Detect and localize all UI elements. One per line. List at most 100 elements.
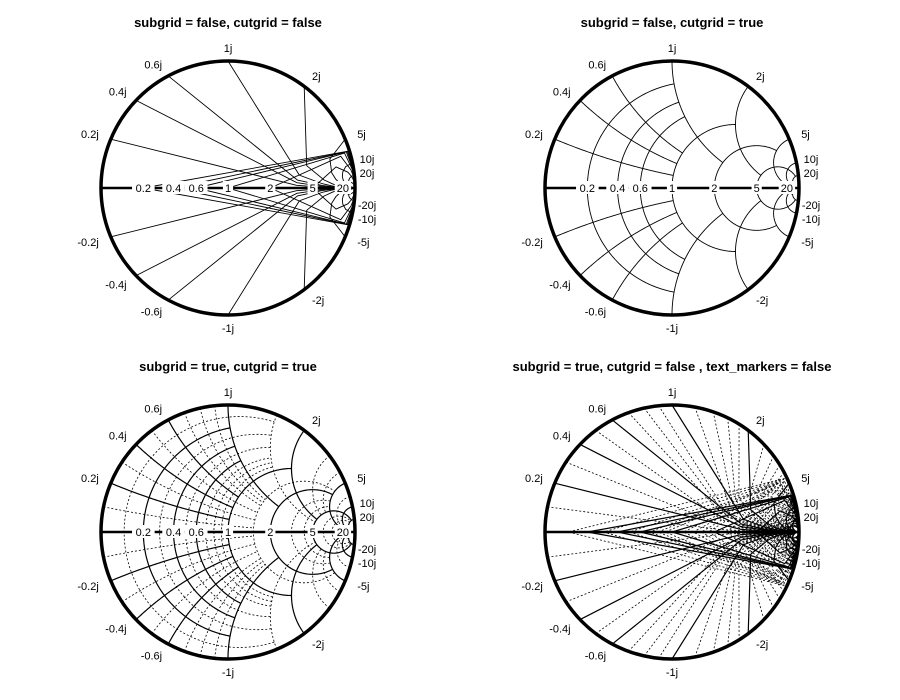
imag-tick-label: 5j bbox=[357, 473, 366, 485]
real-tick-label-bg bbox=[606, 181, 629, 194]
reactance-arc bbox=[110, 187, 355, 238]
subgrid-reactance-arc bbox=[269, 414, 316, 523]
subgrid-reactance-arc bbox=[214, 564, 266, 659]
smith-chart-panel-1: subgrid = false, cutgrid = false 0.2 0.4 0.… bbox=[77, 15, 376, 335]
imag-tick-label: -20j bbox=[358, 544, 376, 556]
imag-tick-label: 20j bbox=[804, 512, 819, 524]
reactance-arc bbox=[110, 543, 230, 582]
imag-tick-label: 5j bbox=[801, 129, 810, 141]
real-tick-label: 5 bbox=[310, 527, 316, 539]
imag-tick-label: -20j bbox=[802, 200, 820, 212]
panel-title: subgrid = false, cutgrid = false bbox=[134, 15, 322, 30]
subgrid-reactance-arc bbox=[151, 551, 258, 634]
imag-tick-label: -0.2j bbox=[521, 237, 542, 249]
real-tick-label: 2 bbox=[267, 527, 273, 539]
real-tick-label-bg bbox=[709, 181, 720, 194]
real-tick-label: 20 bbox=[781, 183, 793, 195]
panel-title: subgrid = false, cutgrid = true bbox=[581, 15, 764, 30]
real-tick-label-bg bbox=[576, 181, 599, 194]
imag-tick-label: -0.4j bbox=[105, 624, 126, 636]
imag-tick-label: 0.2j bbox=[81, 129, 99, 141]
imag-tick-label: -0.6j bbox=[141, 651, 162, 663]
smith-boundary-circle bbox=[543, 403, 801, 661]
imag-tick-label: 0.4j bbox=[109, 86, 127, 98]
imag-tick-label: -2j bbox=[312, 295, 324, 307]
imag-tick-label: -0.2j bbox=[521, 581, 542, 593]
imag-tick-label: 1j bbox=[668, 387, 677, 399]
real-tick-label-bg bbox=[666, 181, 678, 194]
real-tick-label-bg bbox=[334, 525, 352, 538]
reactance-arc bbox=[611, 419, 799, 533]
reactance-arc bbox=[227, 556, 280, 659]
imag-tick-label: -5j bbox=[801, 581, 813, 593]
real-tick-label: 1 bbox=[225, 183, 231, 195]
reactance-arc bbox=[611, 75, 683, 154]
real-tick-label-bg bbox=[184, 181, 208, 194]
smith-chart-panel-4: subgrid = true, cutgrid = false , text_m… bbox=[513, 359, 832, 679]
reactance-arc bbox=[135, 555, 234, 621]
real-tick-label: 0.4 bbox=[166, 183, 181, 195]
real-tick-label: 2 bbox=[711, 183, 717, 195]
imag-tick-label: -2j bbox=[756, 295, 768, 307]
imag-tick-label: 0.4j bbox=[109, 430, 127, 442]
reactance-arc bbox=[348, 537, 355, 546]
reactance-arc bbox=[735, 200, 762, 290]
subgrid-reactance-arc bbox=[199, 408, 264, 503]
reactance-arc bbox=[735, 86, 762, 176]
panel-title: subgrid = true, cutgrid = false , text_m… bbox=[513, 359, 832, 374]
imag-tick-label: 10j bbox=[804, 154, 819, 166]
imag-tick-label: -5j bbox=[357, 581, 369, 593]
imag-tick-label: -20j bbox=[358, 200, 376, 212]
imag-tick-label: -1j bbox=[222, 323, 234, 335]
smith-boundary-circle bbox=[99, 59, 357, 317]
real-tick-label-bg bbox=[132, 525, 155, 538]
reactance-arc bbox=[792, 194, 799, 202]
real-tick-label-bg bbox=[307, 181, 318, 194]
imag-tick-label: 0.2j bbox=[525, 473, 543, 485]
imag-tick-label: 20j bbox=[360, 512, 375, 524]
reactance-arc bbox=[611, 222, 683, 301]
imag-tick-label: 10j bbox=[804, 498, 819, 510]
imag-tick-label: -2j bbox=[312, 639, 324, 651]
real-tick-label-bg bbox=[132, 181, 155, 194]
imag-tick-label: -10j bbox=[358, 214, 376, 226]
reactance-arc bbox=[135, 100, 355, 189]
imag-tick-label: 2j bbox=[312, 415, 321, 427]
imag-tick-label: 10j bbox=[360, 498, 375, 510]
imag-tick-label: 0.6j bbox=[588, 404, 606, 416]
real-tick-label-bg bbox=[162, 181, 185, 194]
real-tick-label-bg bbox=[184, 525, 208, 538]
reactance-arc bbox=[785, 192, 797, 214]
reactance-arc bbox=[579, 100, 678, 164]
reactance-arc bbox=[785, 162, 797, 184]
real-tick-label-bg bbox=[334, 181, 352, 194]
imag-tick-label: -1j bbox=[222, 667, 234, 679]
real-tick-label-bg bbox=[751, 181, 762, 194]
smith-boundary-circle bbox=[543, 59, 801, 317]
imag-tick-label: -0.4j bbox=[549, 280, 570, 292]
reactance-arc bbox=[290, 430, 318, 520]
subgrid-reactance-arc bbox=[312, 455, 330, 516]
real-tick-label-bg bbox=[162, 525, 185, 538]
reactance-arc bbox=[167, 75, 355, 189]
real-tick-label: 0.2 bbox=[136, 527, 151, 539]
reactance-arc bbox=[348, 518, 355, 527]
real-tick-label: 0.6 bbox=[633, 183, 648, 195]
imag-tick-label: -1j bbox=[666, 667, 678, 679]
imag-tick-label: 0.6j bbox=[588, 60, 606, 72]
reactance-arc bbox=[554, 138, 674, 176]
subgrid-reactance-arc bbox=[269, 541, 316, 650]
imag-tick-label: 0.2j bbox=[525, 129, 543, 141]
imag-tick-label: 0.4j bbox=[553, 430, 571, 442]
reactance-arc bbox=[135, 443, 234, 509]
reactance-arc bbox=[290, 544, 318, 634]
imag-tick-label: -5j bbox=[801, 237, 813, 249]
reactance-arc bbox=[341, 506, 353, 528]
real-tick-label: 0.4 bbox=[166, 527, 181, 539]
imag-tick-label: -10j bbox=[358, 558, 376, 570]
subgrid-reactance-arc bbox=[199, 561, 264, 656]
reactance-arc bbox=[792, 174, 799, 182]
real-tick-label: 2 bbox=[267, 183, 273, 195]
imag-tick-label: 0.2j bbox=[81, 473, 99, 485]
imag-tick-label: -0.6j bbox=[141, 307, 162, 319]
